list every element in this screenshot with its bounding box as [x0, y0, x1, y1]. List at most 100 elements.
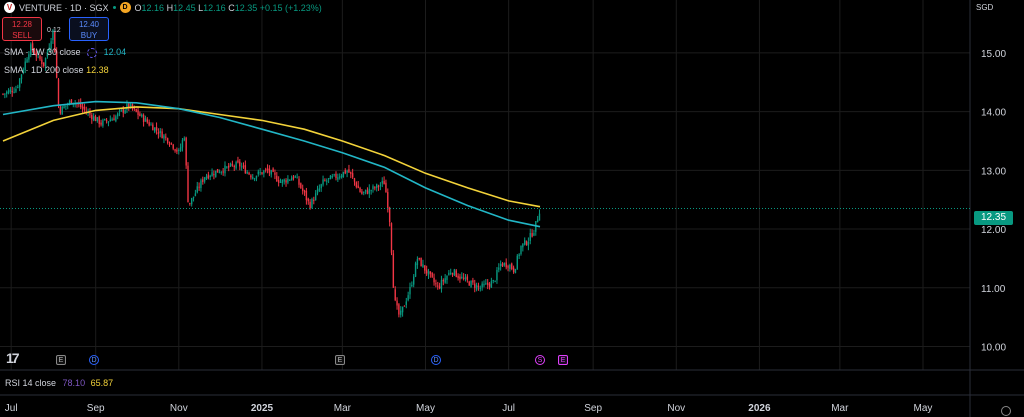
y-tick-label: 15.00	[981, 49, 1006, 60]
candle-body	[372, 186, 374, 189]
candle-body	[274, 172, 276, 175]
data-badge[interactable]: D	[119, 2, 131, 13]
sell-button[interactable]: 12.28 SELL	[2, 17, 42, 41]
candle-body	[533, 233, 535, 236]
candle-body	[113, 118, 115, 121]
candle-body	[89, 112, 91, 115]
dividend-event-icon[interactable]: D	[89, 355, 99, 365]
candle-body	[48, 47, 50, 51]
candle-body	[237, 160, 239, 163]
candle-body	[331, 176, 333, 178]
candle-body	[216, 169, 219, 173]
earnings-event-icon[interactable]: E	[56, 355, 66, 365]
earnings-upcoming-icon[interactable]: E	[558, 355, 568, 365]
candle-body	[429, 271, 432, 274]
indicator-sma-30[interactable]: SMA · 1W 30 close 12.04	[4, 47, 126, 58]
candle-body	[422, 264, 424, 268]
spread-value: 0.12	[47, 27, 61, 34]
candle-body	[431, 272, 433, 277]
tradingview-logo-icon[interactable]: 17	[6, 350, 20, 366]
rsi-indicator[interactable]: RSI 14 close 78.10 65.87	[5, 378, 113, 388]
candle-body	[285, 180, 287, 183]
candle-body	[183, 138, 185, 141]
candle-body	[135, 108, 137, 112]
x-tick-label: Nov	[667, 403, 685, 414]
candle-body	[464, 277, 467, 279]
candle-body	[28, 54, 30, 60]
rsi-value: 78.10	[62, 378, 86, 388]
candle-body	[159, 130, 161, 134]
candle-body	[357, 185, 359, 189]
candle-body	[126, 103, 128, 110]
currency-label[interactable]: SGD	[976, 3, 994, 12]
last-price-tag: 12.35	[974, 211, 1013, 225]
candle-body	[477, 286, 480, 288]
candle-body	[377, 185, 380, 187]
symbol-title[interactable]: VENTURE · 1D · SGX	[19, 2, 109, 13]
candle-body	[309, 201, 311, 209]
candle-body	[196, 186, 198, 193]
candle-body	[263, 170, 265, 174]
candle-body	[289, 179, 291, 181]
settings-icon[interactable]	[1001, 406, 1011, 416]
candle-body	[231, 164, 234, 166]
indicator-sma-200[interactable]: SMA · 1D 200 close 12.38	[4, 65, 109, 75]
x-tick-label: Jul	[502, 403, 515, 414]
candle-body	[392, 253, 395, 288]
candle-body	[487, 282, 489, 285]
candle-body	[4, 93, 6, 95]
earnings-event-icon[interactable]: E	[335, 355, 345, 365]
candle-body	[44, 57, 47, 67]
candle-body	[239, 161, 241, 167]
candle-body	[400, 310, 402, 315]
candle-body	[96, 117, 99, 121]
candle-body	[509, 264, 511, 269]
candle-body	[30, 44, 32, 55]
split-event-icon[interactable]: S	[535, 355, 545, 365]
candle-body	[172, 144, 174, 149]
candle-body	[222, 171, 224, 173]
candle-body	[446, 275, 448, 280]
candle-body	[351, 173, 354, 178]
candle-body	[129, 104, 132, 108]
candle-body	[427, 271, 430, 275]
candle-body	[107, 121, 110, 123]
candle-body	[318, 188, 321, 191]
candle-body	[311, 199, 313, 208]
candle-body	[462, 277, 465, 279]
candle-body	[536, 219, 539, 223]
candle-body	[407, 295, 409, 301]
candle-body	[257, 171, 259, 175]
candle-body	[340, 175, 343, 178]
rsi-ma-value: 65.87	[90, 378, 114, 388]
candle-body	[215, 170, 217, 177]
candle-body	[335, 173, 337, 179]
sma-30-line	[2, 100, 541, 228]
candle-body	[370, 190, 372, 192]
dividend-event-icon[interactable]: D	[431, 355, 441, 365]
candle-body	[124, 110, 126, 114]
candle-body	[388, 207, 391, 223]
candle-body	[105, 119, 108, 122]
candle-body	[385, 182, 387, 193]
candle-body	[272, 168, 274, 172]
candle-body	[228, 165, 230, 168]
candle-body	[381, 181, 383, 184]
candle-body	[248, 172, 250, 175]
candle-body	[191, 197, 193, 205]
candle-body	[150, 124, 152, 126]
candle-body	[242, 165, 245, 167]
symbol-header[interactable]: V VENTURE · 1D · SGX D O12.16 H12.45 L12…	[4, 2, 322, 13]
candle-body	[516, 255, 518, 269]
candle-body	[226, 166, 228, 168]
candle-body	[255, 175, 258, 179]
candle-body	[355, 182, 358, 187]
candle-body	[498, 267, 500, 270]
sell-price: 12.28	[11, 20, 33, 29]
candle-body	[485, 283, 487, 285]
candle-body	[292, 176, 295, 179]
candle-body	[22, 69, 25, 74]
buy-button[interactable]: 12.40 BUY	[69, 17, 109, 41]
candle-body	[18, 78, 21, 88]
